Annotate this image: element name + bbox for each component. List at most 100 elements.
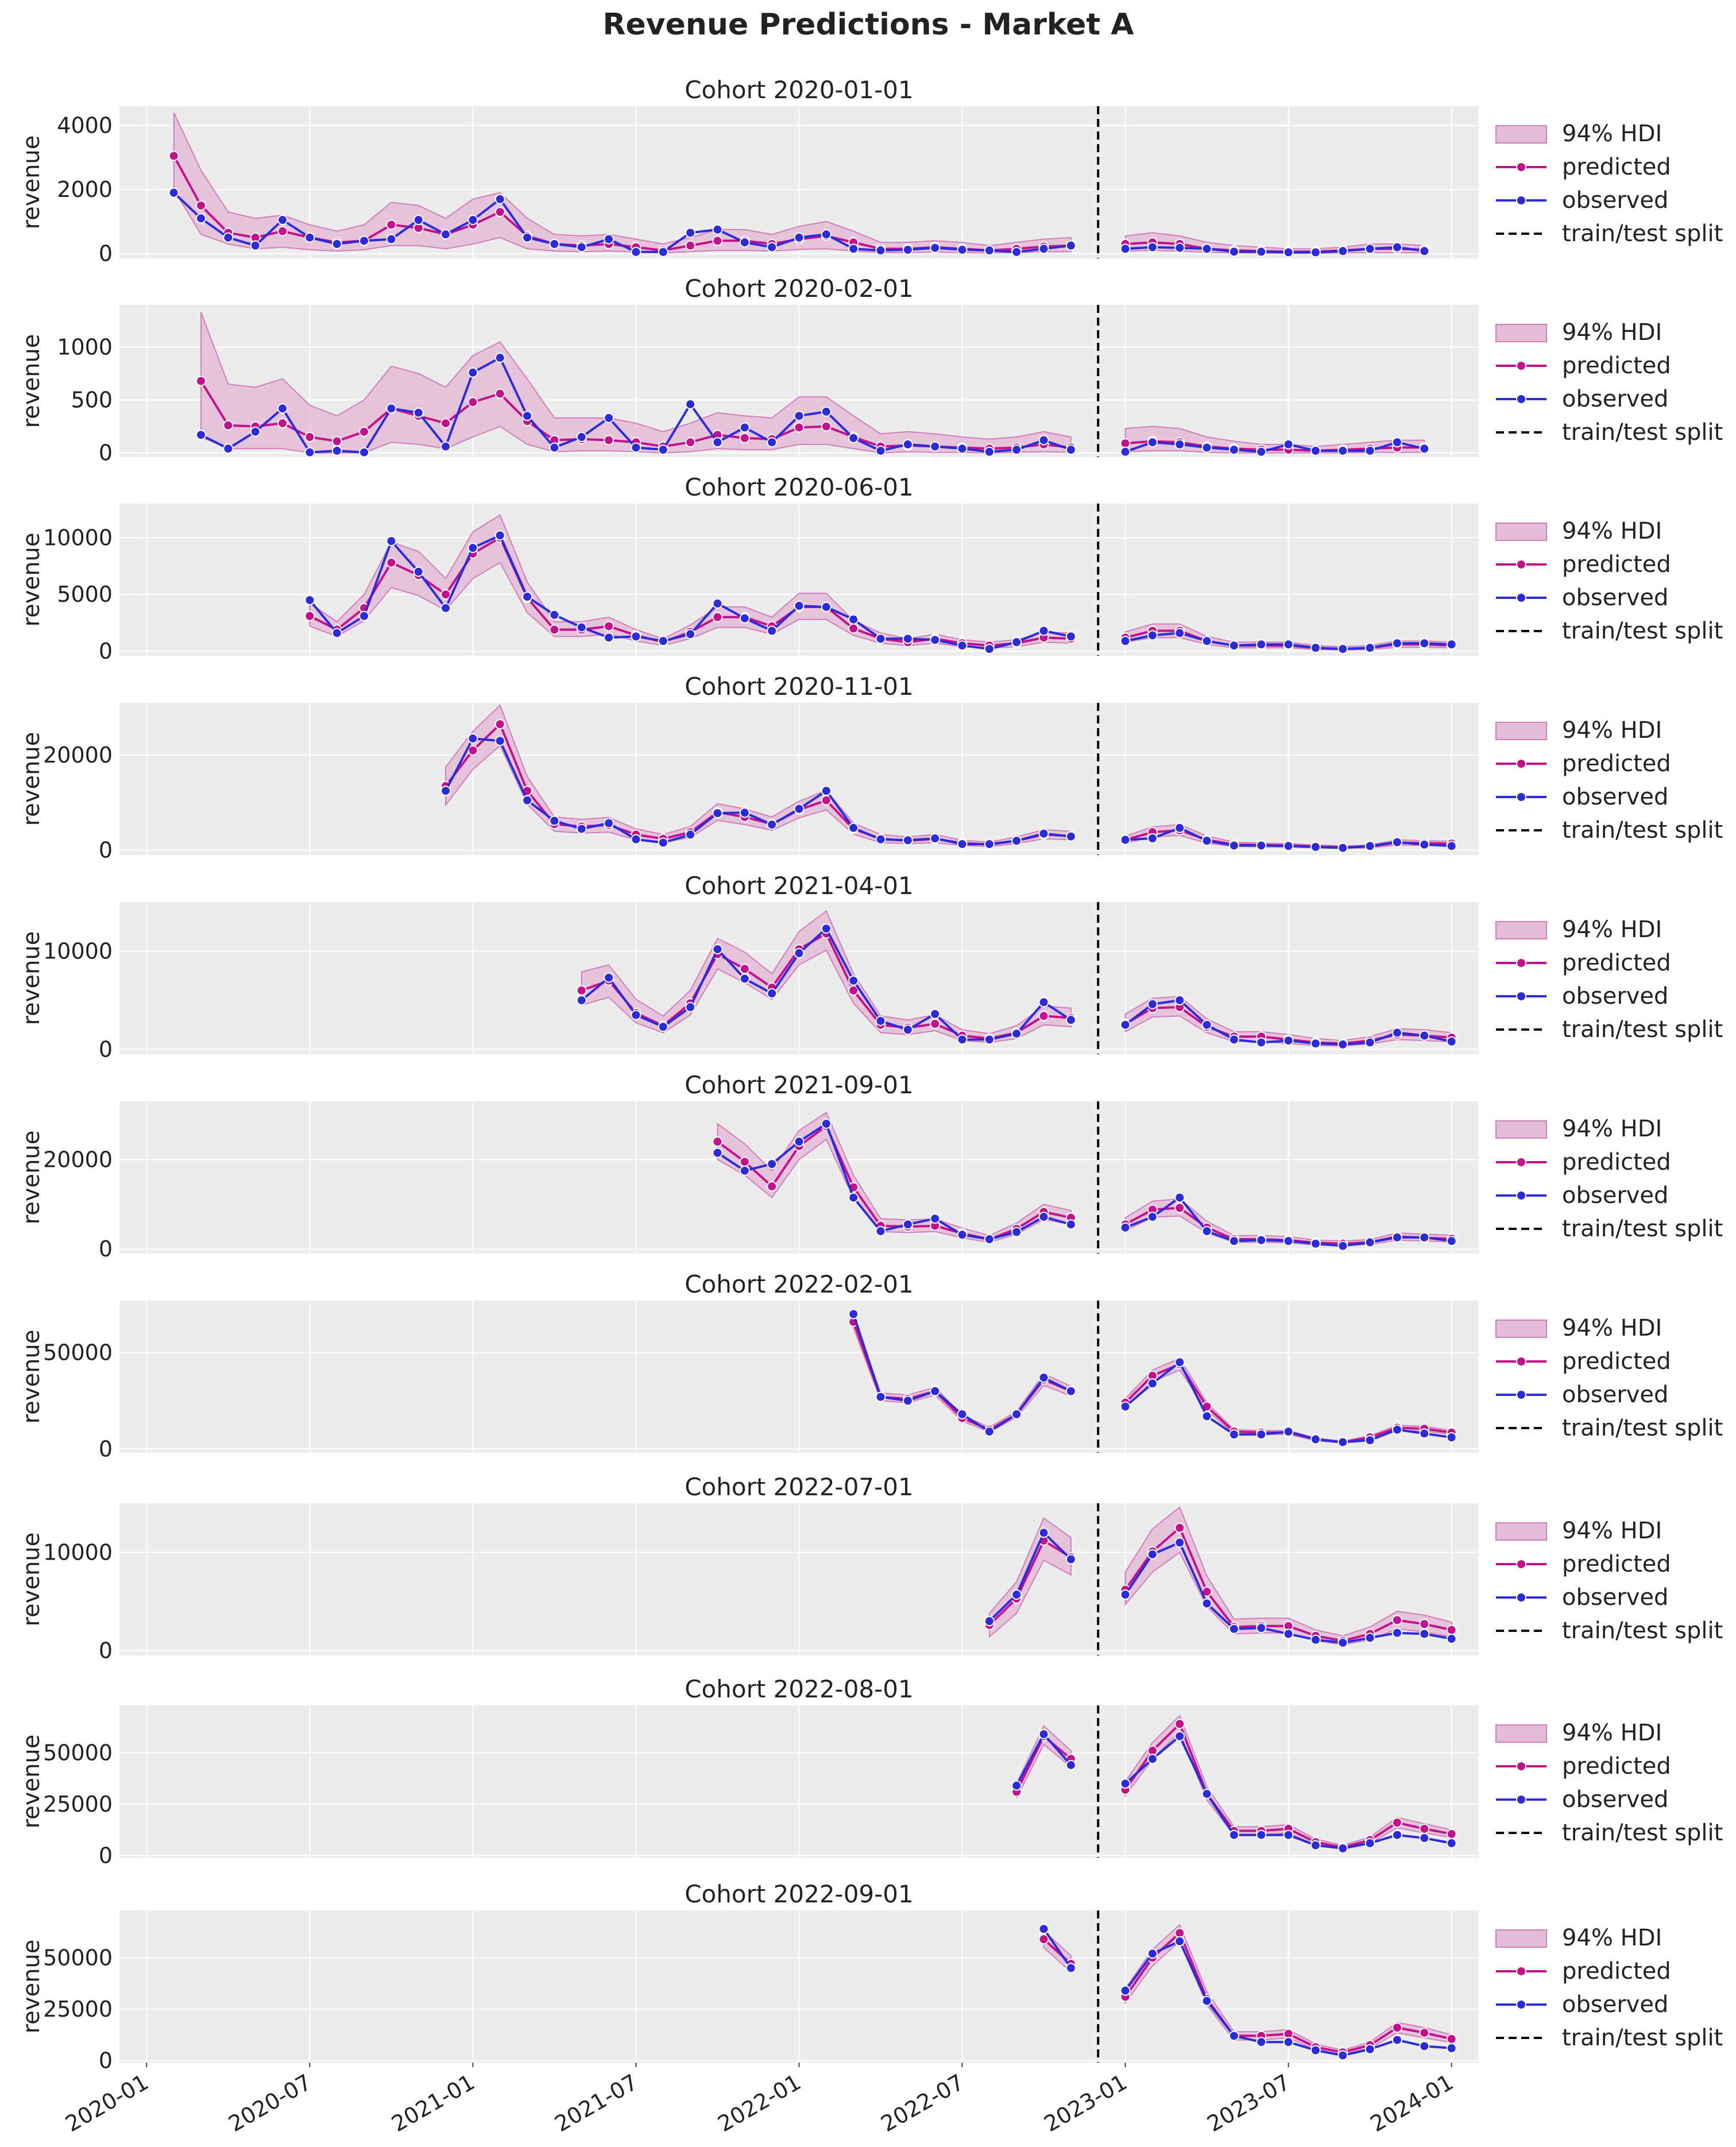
observed-point: [386, 536, 397, 547]
observed-point: [1174, 1357, 1185, 1368]
predicted-point: [1174, 1202, 1185, 1213]
observed-point: [984, 838, 995, 849]
predicted-point: [712, 612, 723, 622]
observed-point: [494, 194, 505, 204]
observed-point: [1310, 1840, 1321, 1851]
observed-point: [1038, 243, 1049, 254]
legend-split: train/test split: [1562, 618, 1723, 644]
observed-point: [1120, 446, 1131, 457]
observed-point: [604, 632, 614, 643]
observed-point: [1256, 639, 1267, 650]
observed-point: [957, 1409, 968, 1419]
legend-observed-marker: [1516, 394, 1526, 404]
legend-hdi-swatch: [1495, 523, 1547, 541]
observed-point: [1419, 1030, 1430, 1041]
observed-point: [1174, 242, 1185, 253]
observed-point: [223, 443, 234, 454]
legend-predicted: predicted: [1562, 1958, 1671, 1984]
observed-point: [821, 229, 832, 240]
panel-title: Cohort 2022-09-01: [685, 1880, 914, 1908]
predicted-point: [359, 426, 370, 437]
predicted-point: [685, 240, 696, 251]
observed-point: [467, 733, 478, 744]
observed-point: [1038, 1924, 1049, 1935]
observed-point: [1446, 1432, 1457, 1443]
observed-point: [848, 1309, 859, 1320]
observed-point: [957, 244, 968, 255]
observed-point: [1337, 842, 1348, 853]
observed-point: [1011, 1227, 1022, 1237]
observed-point: [1310, 1634, 1321, 1645]
x-tick-label: 2020-07: [224, 2069, 316, 2137]
observed-point: [930, 1386, 941, 1396]
observed-point: [1419, 638, 1430, 649]
predicted-point: [930, 1019, 941, 1029]
observed-point: [440, 229, 451, 240]
legend-observed: observed: [1562, 784, 1668, 810]
observed-point: [1310, 1038, 1321, 1049]
observed-point: [494, 530, 505, 541]
observed-point: [767, 988, 778, 999]
legend-predicted-marker: [1516, 1157, 1526, 1167]
predicted-point: [386, 219, 397, 230]
y-tick-label: 500: [71, 388, 113, 413]
legend: 94% HDI predicted observed train/test split: [1495, 319, 1723, 446]
observed-point: [1201, 1019, 1212, 1030]
observed-point: [250, 426, 261, 437]
panel-title: Cohort 2020-01-01: [685, 76, 914, 104]
observed-point: [1283, 439, 1294, 450]
observed-point: [1446, 1236, 1457, 1247]
legend-predicted: predicted: [1562, 154, 1671, 180]
observed-point: [1283, 1426, 1294, 1437]
legend-observed: observed: [1562, 1991, 1668, 2018]
observed-point: [658, 444, 668, 455]
observed-point: [1419, 1232, 1430, 1243]
legend-predicted-marker: [1516, 1356, 1526, 1367]
observed-point: [1174, 1731, 1185, 1742]
observed-point: [1391, 1627, 1402, 1638]
observed-point: [1364, 2044, 1375, 2055]
predicted-point: [331, 436, 342, 447]
observed-point: [848, 432, 859, 443]
legend-observed: observed: [1562, 983, 1668, 1009]
observed-point: [631, 442, 641, 453]
observed-point: [1228, 444, 1239, 455]
observed-point: [957, 640, 968, 651]
observed-line: [1042, 1928, 1072, 1969]
y-tick-label: 0: [99, 1436, 113, 1461]
observed-point: [739, 613, 750, 624]
legend: 94% HDI predicted observed train/test split: [1495, 1116, 1723, 1242]
y-tick-label: 1000: [57, 335, 113, 360]
observed-point: [1011, 1589, 1022, 1600]
observed-point: [1283, 1236, 1294, 1247]
legend-hdi-swatch: [1495, 125, 1547, 144]
observed-point: [1201, 1788, 1212, 1799]
observed-point: [930, 441, 941, 452]
observed-point: [1310, 643, 1321, 653]
predicted-point: [467, 745, 478, 756]
predicted-point: [549, 624, 560, 635]
observed-point: [522, 591, 533, 602]
observed-point: [631, 1009, 641, 1020]
x-tick-label: 2022-01: [713, 2069, 805, 2137]
observed-point: [1147, 630, 1158, 641]
observed-point: [1364, 841, 1375, 852]
observed-point: [604, 412, 614, 423]
legend-predicted-marker: [1516, 1761, 1526, 1771]
predicted-point: [1446, 1624, 1457, 1635]
observed-point: [712, 944, 723, 955]
observed-point: [1065, 1554, 1076, 1565]
legend-predicted-marker: [1516, 361, 1526, 371]
observed-point: [1364, 1237, 1375, 1248]
observed-point: [440, 786, 451, 796]
observed-point: [712, 808, 723, 819]
observed-point: [712, 1147, 723, 1158]
observed-point: [848, 614, 859, 625]
legend-observed-marker: [1516, 1390, 1526, 1400]
x-tick-label: 2020-01: [61, 2069, 153, 2137]
predicted-point: [168, 150, 179, 161]
legend-predicted: predicted: [1562, 551, 1671, 578]
observed-point: [1147, 833, 1158, 844]
legend-hdi: 94% HDI: [1562, 1925, 1662, 1951]
